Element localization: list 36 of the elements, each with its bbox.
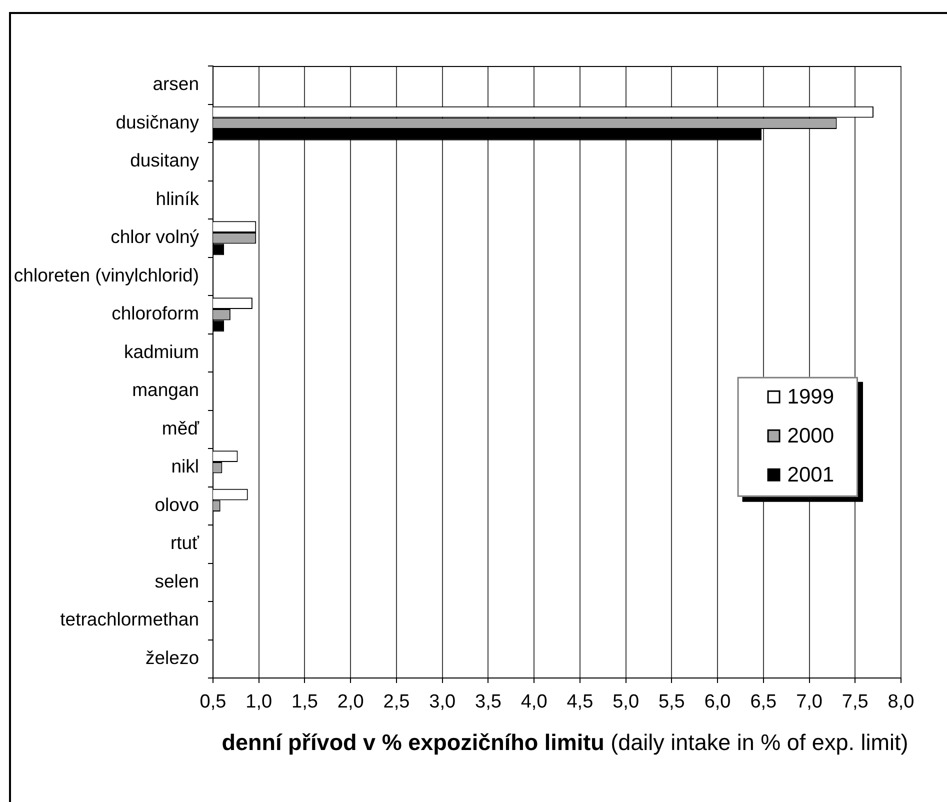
- x-tick-label: 3,5: [474, 692, 502, 713]
- y-tick-label: dusičnany: [116, 111, 200, 132]
- y-tick-label: olovo: [154, 494, 199, 515]
- y-tick-label: nikl: [171, 456, 199, 477]
- x-tick-label: 7,0: [796, 692, 822, 713]
- y-tick-label: mangan: [132, 379, 199, 400]
- y-tick-label: železo: [146, 646, 199, 668]
- y-tick-label: rtuť: [170, 532, 200, 554]
- y-tick-label: hliník: [156, 188, 200, 209]
- x-tick-label: 1,5: [292, 692, 318, 713]
- legend-label: 2001: [787, 464, 834, 487]
- x-tick-label: 1,0: [246, 692, 272, 713]
- y-tick-label: měď: [162, 417, 200, 438]
- x-tick-label: 2,5: [383, 692, 410, 713]
- x-tick-label: 5,0: [612, 692, 640, 713]
- x-tick-label: 0,5: [200, 692, 226, 713]
- x-tick-label: 3,0: [429, 692, 456, 713]
- x-tick-label: 5,5: [658, 692, 685, 713]
- y-tick-label: selen: [154, 570, 199, 592]
- y-tick-label: kadmium: [124, 340, 199, 362]
- legend-label: 2000: [787, 424, 834, 448]
- x-tick-label: 2,0: [337, 692, 364, 713]
- x-tick-label: 4,5: [566, 692, 594, 713]
- y-tick-label: dusitany: [130, 150, 200, 171]
- x-tick-label: 6,0: [704, 692, 731, 713]
- legend-label: 1999: [787, 386, 834, 409]
- y-tick-label: tetrachlormethan: [60, 608, 199, 630]
- y-tick-label: chloreten (vinylchlorid): [14, 264, 199, 286]
- x-tick-label: 7,5: [842, 692, 868, 713]
- y-tick-label: chlor volný: [110, 226, 200, 248]
- x-axis-title: denní přívod v % expozičního limitu (daily intake in % of exp. limit): [222, 730, 908, 756]
- x-tick-label: 6,5: [750, 692, 777, 713]
- x-tick-label: 4,0: [520, 692, 548, 713]
- y-tick-label: chloroform: [112, 302, 199, 324]
- x-tick-label: 8,0: [888, 692, 914, 713]
- y-tick-label: arsen: [152, 73, 199, 94]
